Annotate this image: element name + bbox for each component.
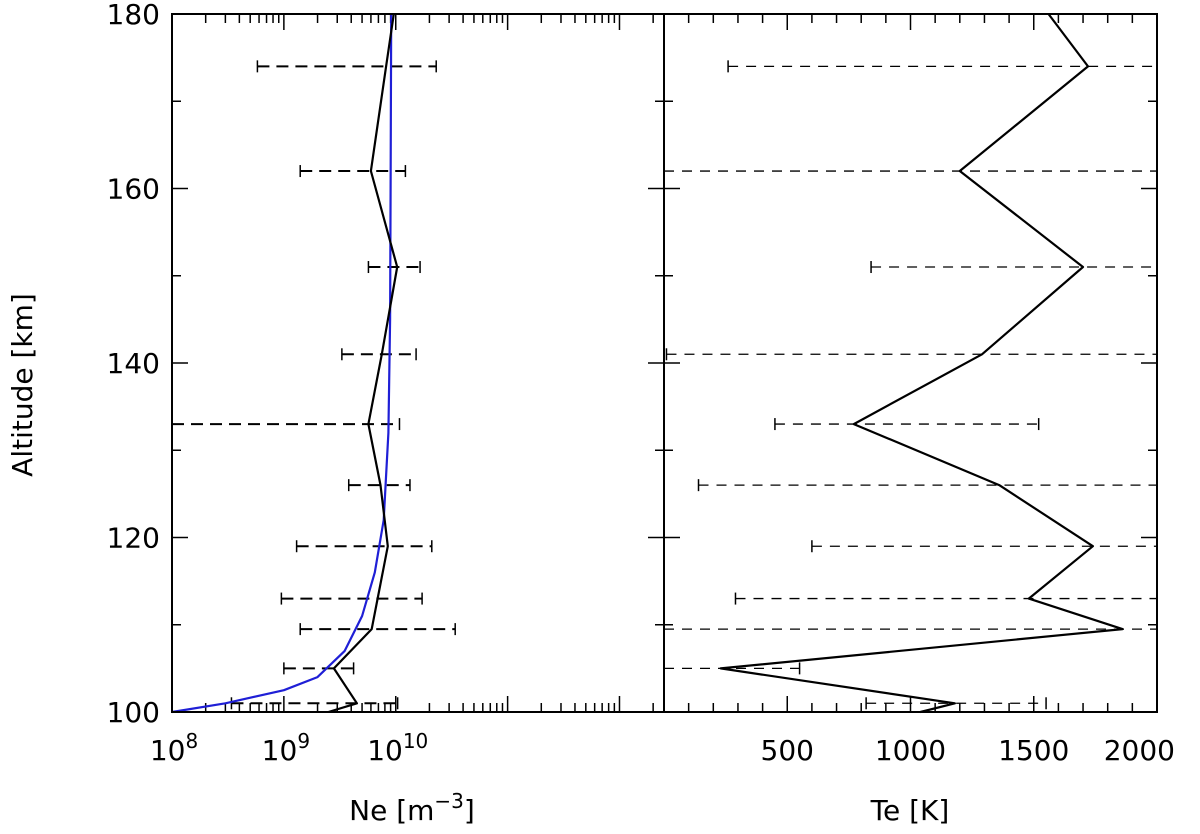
x-tick-label: 109 xyxy=(262,729,310,767)
te-axis-title: Te [K] xyxy=(870,794,950,827)
y-tick-label: 180 xyxy=(107,0,160,31)
x-tick-label: 2000 xyxy=(1104,734,1175,767)
x-tick-label: 1500 xyxy=(998,734,1069,767)
ne-axis-title-end: ] xyxy=(464,794,475,827)
y-tick-label: 100 xyxy=(107,696,160,729)
model-profile-line xyxy=(172,14,391,712)
ne-axis-title-sup: −3 xyxy=(434,789,463,813)
x-tick-label: 1000 xyxy=(875,734,946,767)
measured-ne-line xyxy=(328,14,397,712)
x-tick-label: 108 xyxy=(150,729,198,767)
y-tick-label: 120 xyxy=(107,522,160,555)
ne-plot-frame xyxy=(172,14,664,712)
ne-axis-title: Ne [m−3] xyxy=(349,789,475,827)
y-axis-title: Altitude [km] xyxy=(6,293,39,477)
x-tick-label: 1010 xyxy=(367,729,428,767)
y-tick-label: 140 xyxy=(107,347,160,380)
y-tick-label: 160 xyxy=(107,173,160,206)
measured-te-line xyxy=(721,14,1123,712)
ne-panel: 100 120 140 160 180 108 109 1010 xyxy=(107,0,664,767)
te-plot-frame xyxy=(664,14,1157,712)
x-tick-label: 500 xyxy=(761,734,814,767)
ne-axis-title-main: Ne [m xyxy=(349,794,434,827)
te-panel: 500 1000 1500 2000 xyxy=(664,14,1175,767)
